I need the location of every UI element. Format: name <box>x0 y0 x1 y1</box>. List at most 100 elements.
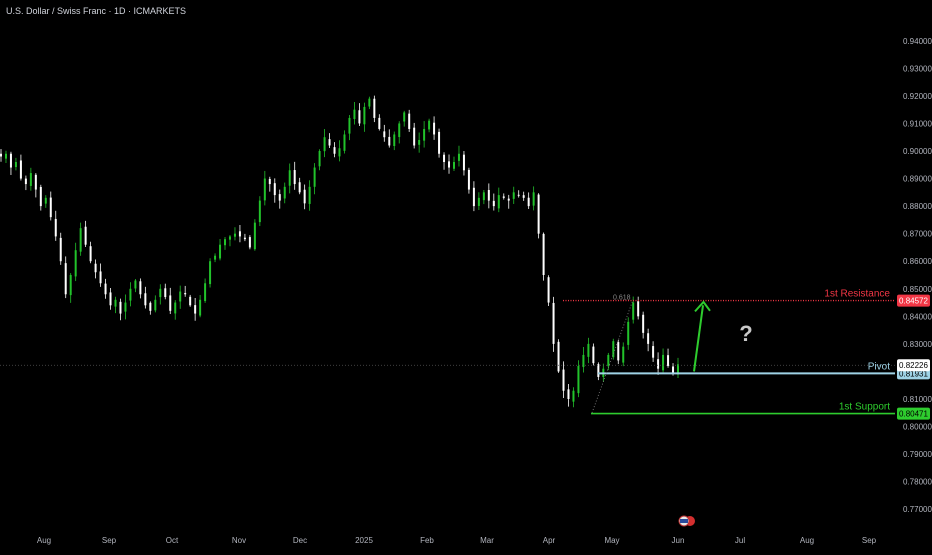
candle-body <box>194 305 197 314</box>
candle <box>74 242 77 282</box>
candle-body <box>253 222 256 250</box>
candle-body <box>219 244 222 259</box>
candle <box>562 361 565 398</box>
candle-body <box>462 154 465 171</box>
candle <box>79 222 82 256</box>
candle <box>139 278 142 299</box>
candle <box>373 95 376 123</box>
candle-body <box>423 128 426 141</box>
candle-body <box>268 178 271 185</box>
candle-body <box>189 296 192 306</box>
candle <box>19 154 22 181</box>
candle-body <box>632 302 635 320</box>
candle-body <box>209 261 212 285</box>
candle-body <box>477 197 480 206</box>
candle <box>477 192 480 210</box>
resistance-label: 1st Resistance <box>824 289 890 300</box>
candle <box>572 387 575 408</box>
candle-body <box>343 134 346 151</box>
candle <box>472 181 475 212</box>
candle-body <box>627 321 630 345</box>
candle <box>552 296 555 352</box>
candle <box>59 232 62 265</box>
candle <box>587 337 590 364</box>
candle-body <box>428 120 431 130</box>
candle-body <box>144 293 147 306</box>
candle-body <box>582 354 585 368</box>
candle <box>119 298 122 321</box>
candle <box>129 282 132 307</box>
pivot-price-text: 0.81931 <box>899 369 928 378</box>
x-tick-label: Aug <box>800 536 814 545</box>
candle <box>253 219 256 251</box>
candle-body <box>527 197 530 207</box>
candle-body <box>677 364 679 375</box>
candle <box>368 96 371 110</box>
candle <box>39 184 42 211</box>
y-tick-label: 0.79000 <box>903 450 932 459</box>
candle-body <box>452 162 455 169</box>
candle <box>64 256 67 299</box>
candle <box>647 328 650 352</box>
y-tick-label: 0.89000 <box>903 175 932 184</box>
candle <box>89 241 92 264</box>
support-price-text: 0.80471 <box>899 410 928 419</box>
candle <box>313 163 316 195</box>
last-price-box <box>897 359 930 372</box>
candle-body <box>308 186 311 204</box>
resistance-price-text: 0.84572 <box>899 297 928 306</box>
candle-body <box>44 197 47 204</box>
candle <box>627 317 630 350</box>
candle-body <box>273 183 276 196</box>
candle-body <box>607 354 610 367</box>
event-flags-icon[interactable] <box>678 515 695 527</box>
support-price-box <box>897 407 930 420</box>
candle-body <box>119 301 122 314</box>
candle-body <box>338 148 341 157</box>
candle-body <box>497 195 500 209</box>
candle-body <box>74 250 77 277</box>
candle <box>557 339 560 373</box>
candle <box>189 294 192 307</box>
candle-body <box>373 98 376 118</box>
candle-body <box>9 153 12 168</box>
y-tick-label: 0.78000 <box>903 478 932 487</box>
candle-body <box>179 291 182 302</box>
y-tick-label: 0.90000 <box>903 147 932 156</box>
candle <box>243 233 246 242</box>
candle-body <box>318 151 321 167</box>
x-tick-label: Nov <box>232 536 246 545</box>
candle <box>144 286 147 309</box>
candle <box>214 253 217 263</box>
candle-body <box>233 233 236 237</box>
candle <box>507 194 510 209</box>
arrow-shaft <box>693 305 704 372</box>
candle <box>323 129 326 158</box>
candle <box>94 259 97 279</box>
candle <box>69 273 72 303</box>
candle <box>457 145 460 167</box>
candle-body <box>34 174 37 190</box>
candle-body <box>467 169 470 190</box>
candle-body <box>228 236 231 240</box>
candle <box>258 196 261 227</box>
y-tick-label: 0.92000 <box>903 92 932 101</box>
candle-body <box>333 147 336 154</box>
candle-body <box>184 293 187 295</box>
candle <box>348 114 351 141</box>
candle <box>343 130 346 154</box>
candle-body <box>507 198 510 201</box>
candle-body <box>99 271 102 284</box>
candle <box>49 191 52 221</box>
candle <box>398 121 401 144</box>
y-tick-label: 0.88000 <box>903 202 932 211</box>
overlay: 0.618? <box>591 295 753 527</box>
candle-body <box>174 302 177 314</box>
candle <box>502 193 505 200</box>
candle-body <box>472 187 475 207</box>
levels: 1st Resistance Pivot 1st Support <box>0 289 895 415</box>
candle-body <box>557 341 560 372</box>
y-tick-label: 0.85000 <box>903 285 932 294</box>
